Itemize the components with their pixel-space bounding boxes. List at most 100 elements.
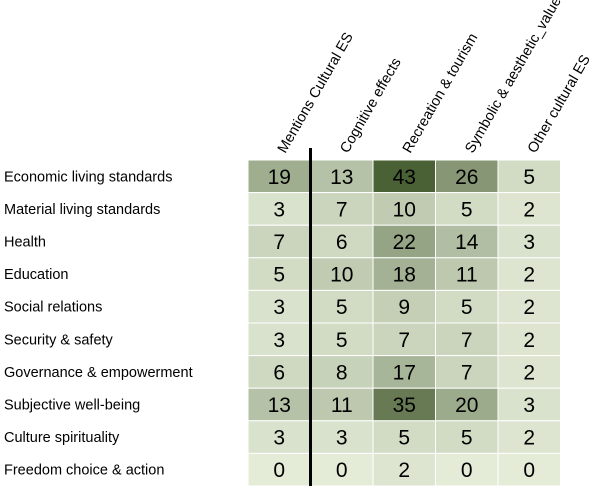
- row-label: Social relations: [4, 300, 102, 316]
- cell-value: 20: [455, 394, 478, 417]
- heatmap-cell: [247, 355, 311, 389]
- cell-value: 3: [273, 198, 285, 221]
- column-label: Cognitive effects: [337, 55, 404, 156]
- cell-value: 7: [398, 329, 410, 352]
- heatmap-cell: [497, 257, 561, 291]
- heatmap-cell: [372, 387, 436, 422]
- cell-value: 3: [273, 329, 285, 352]
- cell-value: 22: [393, 231, 416, 254]
- heatmap-cell: [497, 224, 561, 259]
- row-label: Governance & empowerment: [4, 365, 193, 381]
- cell-value: 13: [268, 394, 291, 417]
- heatmap-cell: [247, 387, 311, 422]
- cell-value: 3: [273, 296, 285, 319]
- heatmap-cell: [310, 452, 374, 487]
- row-label: Security & safety: [4, 332, 114, 348]
- heatmap-cell: [310, 420, 374, 454]
- cell-value: 43: [393, 166, 416, 189]
- row-label: Economic living standards: [4, 169, 172, 185]
- heatmap-cell: [497, 289, 561, 324]
- cell-value: 5: [336, 329, 348, 352]
- cell-value: 10: [330, 264, 353, 287]
- heatmap-cell: [497, 192, 561, 226]
- cell-value: 5: [523, 166, 535, 189]
- cell-value: 11: [331, 394, 353, 417]
- cell-value: 0: [523, 459, 535, 482]
- cell-value: 2: [523, 296, 535, 319]
- cell-value: 2: [523, 264, 535, 287]
- heatmap-cell: [372, 420, 436, 454]
- cell-value: 2: [523, 361, 535, 384]
- heatmap-cell: [435, 224, 499, 259]
- cell-value: 6: [273, 361, 285, 384]
- heatmap-cell: [247, 420, 311, 454]
- cell-value: 5: [273, 264, 285, 287]
- row-label: Health: [4, 235, 46, 251]
- heatmap-cell: [497, 420, 561, 454]
- heatmap-cell: [310, 322, 374, 357]
- heatmap-cell: [435, 452, 499, 487]
- heatmap-cell: [372, 322, 436, 357]
- heatmap-cell: [497, 452, 561, 487]
- cell-value: 0: [461, 459, 473, 482]
- row-labels: Economic living standards Material living…: [4, 169, 193, 478]
- cell-value: 35: [393, 394, 416, 417]
- cell-value: 5: [461, 427, 473, 450]
- column-label: Symbolic & aesthetic_values: [462, 0, 568, 156]
- cell-value: 7: [273, 231, 285, 254]
- cell-value: 6: [336, 231, 348, 254]
- cell-value: 26: [455, 166, 478, 189]
- row-label: Culture spirituality: [4, 430, 120, 446]
- heatmap-cell: [372, 192, 436, 226]
- heatmap-cell: [435, 159, 499, 194]
- heatmap-cell: [310, 257, 374, 291]
- cell-value: 14: [455, 231, 479, 254]
- heatmap-cell: [247, 192, 311, 226]
- cell-value: 7: [336, 198, 348, 221]
- heatmap-cell: [372, 257, 436, 291]
- heatmap-cell: [310, 224, 374, 259]
- row-label: Freedom choice & action: [4, 463, 164, 479]
- cell-value: 19: [268, 166, 291, 189]
- cell-value: 2: [398, 459, 410, 482]
- heatmap-cell: [435, 289, 499, 324]
- heatmap-cell: [247, 322, 311, 357]
- cell-value: 10: [393, 198, 416, 221]
- row-label: Subjective well-being: [4, 398, 140, 414]
- cell-value: 2: [523, 329, 535, 352]
- heatmap-cell: [372, 224, 436, 259]
- cell-value: 17: [393, 361, 416, 384]
- cell-value: 2: [523, 427, 535, 450]
- cell-value: 0: [336, 459, 348, 482]
- cell-value: 3: [336, 427, 348, 450]
- heatmap-cell: [497, 322, 561, 357]
- cell-value: 18: [393, 264, 416, 287]
- heatmap-cell: [497, 355, 561, 389]
- cell-value: 0: [273, 459, 285, 482]
- cell-value: 3: [523, 231, 535, 254]
- cell-value: 3: [523, 394, 535, 417]
- heatmap-cell: [310, 192, 374, 226]
- heatmap-cells: [247, 159, 561, 487]
- heatmap-cell: [247, 289, 311, 324]
- cell-value: 5: [398, 427, 410, 450]
- heatmap-cell: [497, 159, 561, 194]
- heatmap-cell: [372, 355, 436, 389]
- row-label: Education: [4, 267, 69, 283]
- cell-values: 19 13 43 26 53 7 10 5 27 6 22 14 35 10 18 11 23 5 9 5 23 5 7 7 2…: [268, 166, 536, 482]
- cell-value: 5: [461, 296, 473, 319]
- cell-value: 5: [336, 296, 348, 319]
- cell-value: 5: [461, 198, 473, 221]
- row-label: Material living standards: [4, 202, 160, 218]
- cell-value: 7: [461, 329, 473, 352]
- heatmap-cell: [372, 289, 436, 324]
- cell-value: 2: [523, 198, 535, 221]
- cell-value: 13: [330, 166, 353, 189]
- cell-value: 7: [461, 361, 473, 384]
- cell-value: 8: [336, 361, 348, 384]
- heatmap-cell: [497, 387, 561, 422]
- cell-value: 11: [456, 264, 478, 287]
- column-label: Other cultural ES: [525, 52, 594, 156]
